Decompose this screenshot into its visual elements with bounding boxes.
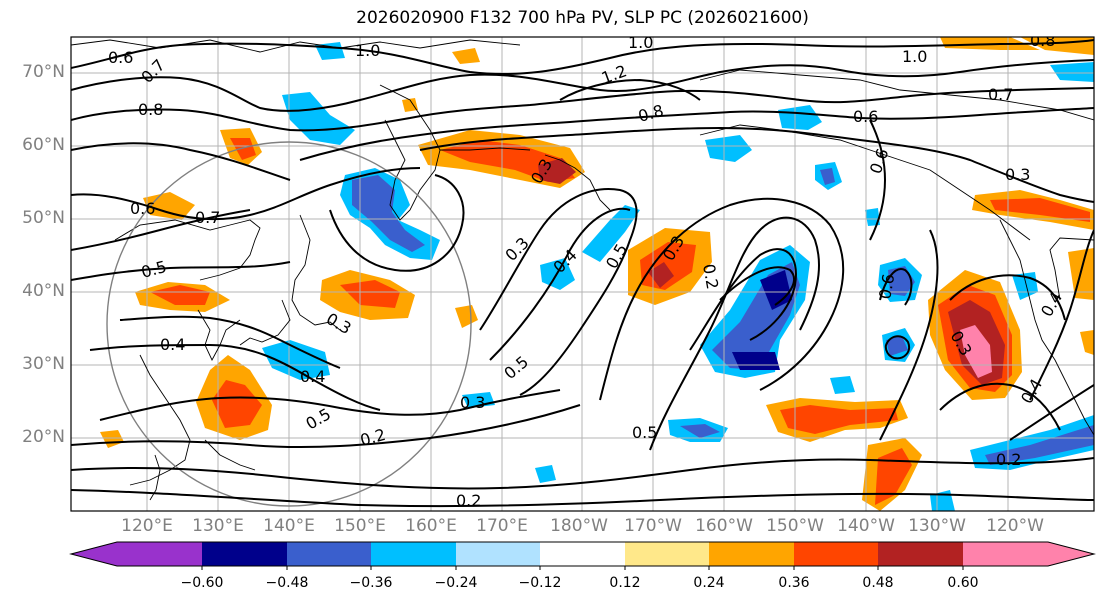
range-ring [106,141,472,507]
graticule [71,37,1094,511]
colorbar-swatch [117,542,202,566]
lat-label: 60°N [22,135,65,155]
colorbar-swatch [456,542,540,566]
lon-label: 130°E [192,516,244,536]
colorbar-high-extension [1048,542,1094,566]
contour-label: 0.6 [130,199,155,218]
contour-label: 0.6 [875,272,898,300]
contour-label: 1.0 [902,47,927,66]
lon-label: 150°W [766,516,824,536]
coastlines [71,39,1094,501]
lon-label: 140°E [263,516,315,536]
contour-label: 0.5 [632,423,657,442]
colorbar-swatch [287,542,371,566]
contour-label: 0.2 [456,491,481,510]
contour-label: 0.4 [300,367,325,386]
colorbar-tick-label: −0.36 [349,575,393,591]
colorbar-tick-label: 0.24 [693,575,725,591]
colorbar-tick-label: 0.36 [778,575,810,591]
colorbar-swatch [878,542,963,566]
contour-label: 1.0 [628,33,653,52]
slp-contours [71,39,1094,508]
contour-label: 0.6 [853,107,878,126]
contour-label: 0.2 [699,262,722,290]
lon-label: 150°E [334,516,386,536]
contour-label: 0.3 [460,393,485,412]
lon-label: 170°W [624,516,682,536]
colorbar-swatch [625,542,709,566]
lat-label: 40°N [22,281,65,301]
contour-label: 0.2 [996,450,1021,469]
contour-label: 0.8 [1030,31,1055,50]
colorbar [69,541,1096,570]
lon-label: 180°W [550,516,608,536]
colorbar-tick-label: −0.24 [434,575,478,591]
contour-label: 1.0 [355,41,380,60]
colorbar-tick-label: 0.60 [947,575,979,591]
lat-label: 70°N [22,62,65,82]
colorbar-tick-label: 0.48 [862,575,894,591]
lon-label: 140°W [837,516,895,536]
colorbar-tick-label: −0.60 [180,575,224,591]
lat-label: 20°N [22,427,65,447]
colorbar-swatch [709,542,794,566]
colorbar-low-extension [71,542,117,566]
colorbar-outline [69,541,1096,567]
lat-label: 50°N [22,208,65,228]
contour-label: 0.8 [138,100,163,119]
lon-label: 160°E [405,516,457,536]
contour-label: 0.6 [108,48,133,67]
colorbar-swatch [963,542,1048,566]
lon-label: 120°E [121,516,173,536]
colorbar-swatch [794,542,878,566]
contour-label: 0.3 [1005,165,1030,184]
lon-label: 170°E [476,516,528,536]
colorbar-tick-label: −0.12 [518,575,562,591]
colorbar-swatch [540,542,625,566]
contour-label: 0.4 [160,335,185,354]
colorbar-tick-label: 0.12 [609,575,641,591]
colorbar-swatch [371,542,456,566]
contour-label: 0.7 [988,85,1013,104]
map-title: 2026020900 F132 700 hPa PV, SLP PC (2026… [356,8,809,28]
lon-label: 120°W [986,516,1044,536]
colorbar-tick-label: −0.48 [265,575,309,591]
colorbar-swatch [202,542,287,566]
lon-label: 160°W [695,516,753,536]
contour-label: 0.7 [195,208,220,227]
map-frame [70,36,1095,512]
lon-label: 130°W [908,516,966,536]
lat-label: 30°N [22,354,65,374]
